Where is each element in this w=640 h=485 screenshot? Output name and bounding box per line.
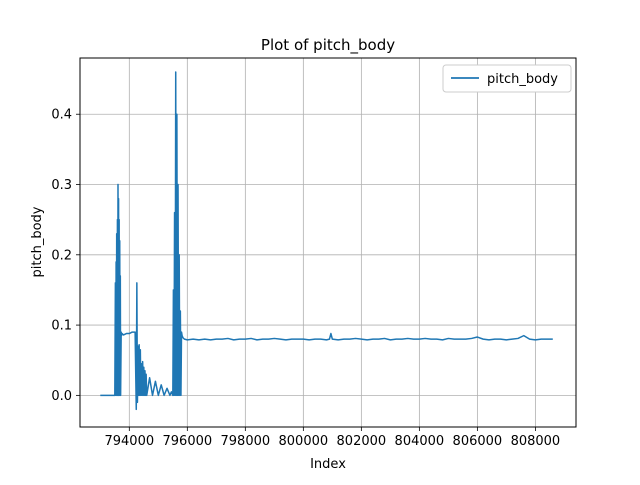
y-axis-label: pitch_body bbox=[30, 206, 45, 277]
x-tick-label: 798000 bbox=[221, 434, 271, 449]
grid-lines bbox=[80, 58, 576, 427]
x-axis-label: Index bbox=[310, 457, 346, 472]
legend-box bbox=[442, 64, 572, 93]
axis-ticks: 794000 796000 798000 800000 802000 804000 8060… bbox=[51, 108, 560, 449]
series-layer bbox=[100, 71, 553, 411]
y-tick-label: 0.1 bbox=[51, 319, 72, 334]
chart-title: Plot of pitch_body bbox=[261, 36, 395, 55]
x-tick-label: 800000 bbox=[279, 434, 329, 449]
x-tick-label: 794000 bbox=[104, 434, 154, 449]
x-tick-label: 806000 bbox=[453, 434, 503, 449]
legend-label: pitch_body bbox=[487, 72, 558, 87]
x-tick-label: 796000 bbox=[163, 434, 213, 449]
y-tick-label: 0.3 bbox=[51, 178, 72, 193]
x-tick-label: 804000 bbox=[395, 434, 445, 449]
y-tick-label: 0.2 bbox=[51, 248, 72, 263]
series-line-pitch-body bbox=[100, 71, 553, 411]
x-tick-label: 802000 bbox=[337, 434, 387, 449]
y-tick-label: 0.4 bbox=[51, 108, 72, 123]
legend: pitch_body bbox=[442, 64, 572, 93]
x-tick-label: 808000 bbox=[511, 434, 561, 449]
y-tick-label: 0.0 bbox=[51, 389, 72, 404]
plot-area-frame bbox=[79, 57, 577, 428]
